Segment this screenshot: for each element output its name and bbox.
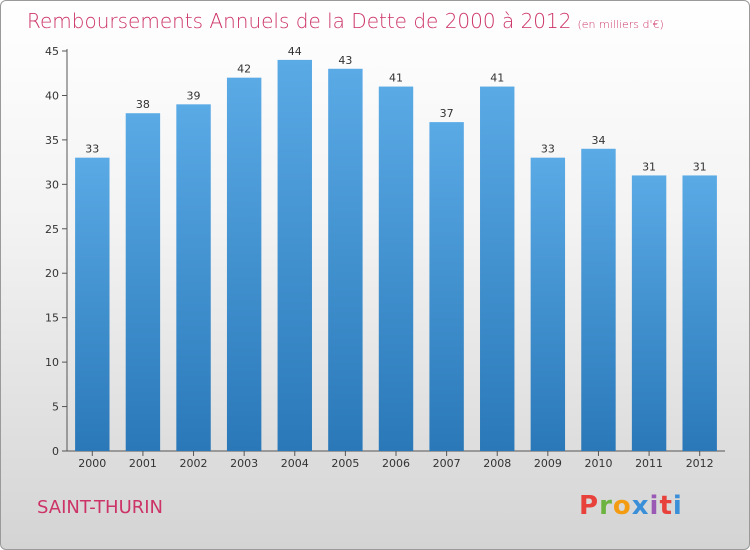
- x-tick-label: 2007: [433, 457, 461, 470]
- data-label: 42: [237, 63, 251, 76]
- bar: [277, 59, 312, 452]
- y-tick-label: 5: [52, 401, 59, 414]
- data-label: 33: [85, 143, 99, 156]
- y-tick-label: 10: [45, 356, 59, 369]
- bar: [581, 148, 616, 451]
- x-tick-label: 2001: [129, 457, 157, 470]
- x-tick-label: 2011: [635, 457, 663, 470]
- bar: [176, 104, 211, 451]
- x-tick-label: 2010: [584, 457, 612, 470]
- data-label: 33: [541, 143, 555, 156]
- proxiti-logo[interactable]: Proxiti: [579, 491, 683, 521]
- data-label: 39: [187, 89, 201, 102]
- x-tick-label: 2000: [78, 457, 106, 470]
- y-tick-label: 0: [52, 445, 59, 458]
- logo-letter: i: [649, 491, 660, 521]
- y-tick-label: 15: [45, 312, 59, 325]
- x-tick-label: 2003: [230, 457, 258, 470]
- bar: [226, 77, 262, 452]
- x-tick-label: 2008: [483, 457, 511, 470]
- data-label: 44: [288, 45, 302, 58]
- data-labels: 33 38 39 42 44 43 41 37 41 33 34 31 31: [85, 45, 706, 174]
- x-tick-label: 2004: [281, 457, 309, 470]
- bar: [480, 86, 515, 452]
- logo-letter: r: [599, 491, 613, 521]
- chart-subtitle: (en milliers d'€): [577, 18, 664, 31]
- chart-title: Remboursements Annuels de la Dette de 20…: [27, 9, 664, 33]
- bar: [682, 175, 717, 451]
- y-tick-label: 25: [45, 223, 59, 236]
- bar: [631, 175, 667, 451]
- bar: [75, 157, 110, 451]
- y-tick-label: 40: [45, 89, 59, 102]
- data-label: 38: [136, 98, 150, 111]
- data-label: 37: [440, 107, 454, 120]
- bar: [429, 122, 464, 451]
- data-label: 41: [389, 72, 403, 85]
- logo-letter: P: [579, 491, 600, 521]
- x-tick-label: 2002: [180, 457, 208, 470]
- bars: [75, 59, 717, 452]
- logo-letter: o: [612, 491, 632, 521]
- logo-letter: x: [631, 491, 650, 521]
- x-tick-label: 2006: [382, 457, 410, 470]
- x-tick-label: 2009: [534, 457, 562, 470]
- y-tick-label: 35: [45, 134, 59, 147]
- data-label: 41: [490, 72, 504, 85]
- place-name: SAINT-THURIN: [37, 497, 164, 518]
- bar: [328, 68, 363, 452]
- data-label: 31: [642, 160, 656, 173]
- logo-letter: i: [672, 491, 683, 521]
- axes: 0 5 10 15 20 25 30 35 40 45 2000 2001 2002 2003 2004 20…: [45, 45, 725, 470]
- y-tick-label: 20: [45, 267, 59, 280]
- bar: [530, 157, 566, 451]
- data-label: 31: [693, 160, 707, 173]
- y-tick-label: 30: [45, 178, 59, 191]
- bar: [378, 86, 414, 452]
- y-tick-label: 45: [45, 45, 59, 58]
- data-label: 34: [591, 134, 605, 147]
- data-label: 43: [338, 54, 352, 67]
- x-tick-label: 2005: [331, 457, 359, 470]
- logo-letter: t: [659, 491, 673, 521]
- bar: [125, 113, 161, 451]
- title-text: Remboursements Annuels de la Dette de 20…: [27, 9, 572, 33]
- x-tick-label: 2012: [686, 457, 714, 470]
